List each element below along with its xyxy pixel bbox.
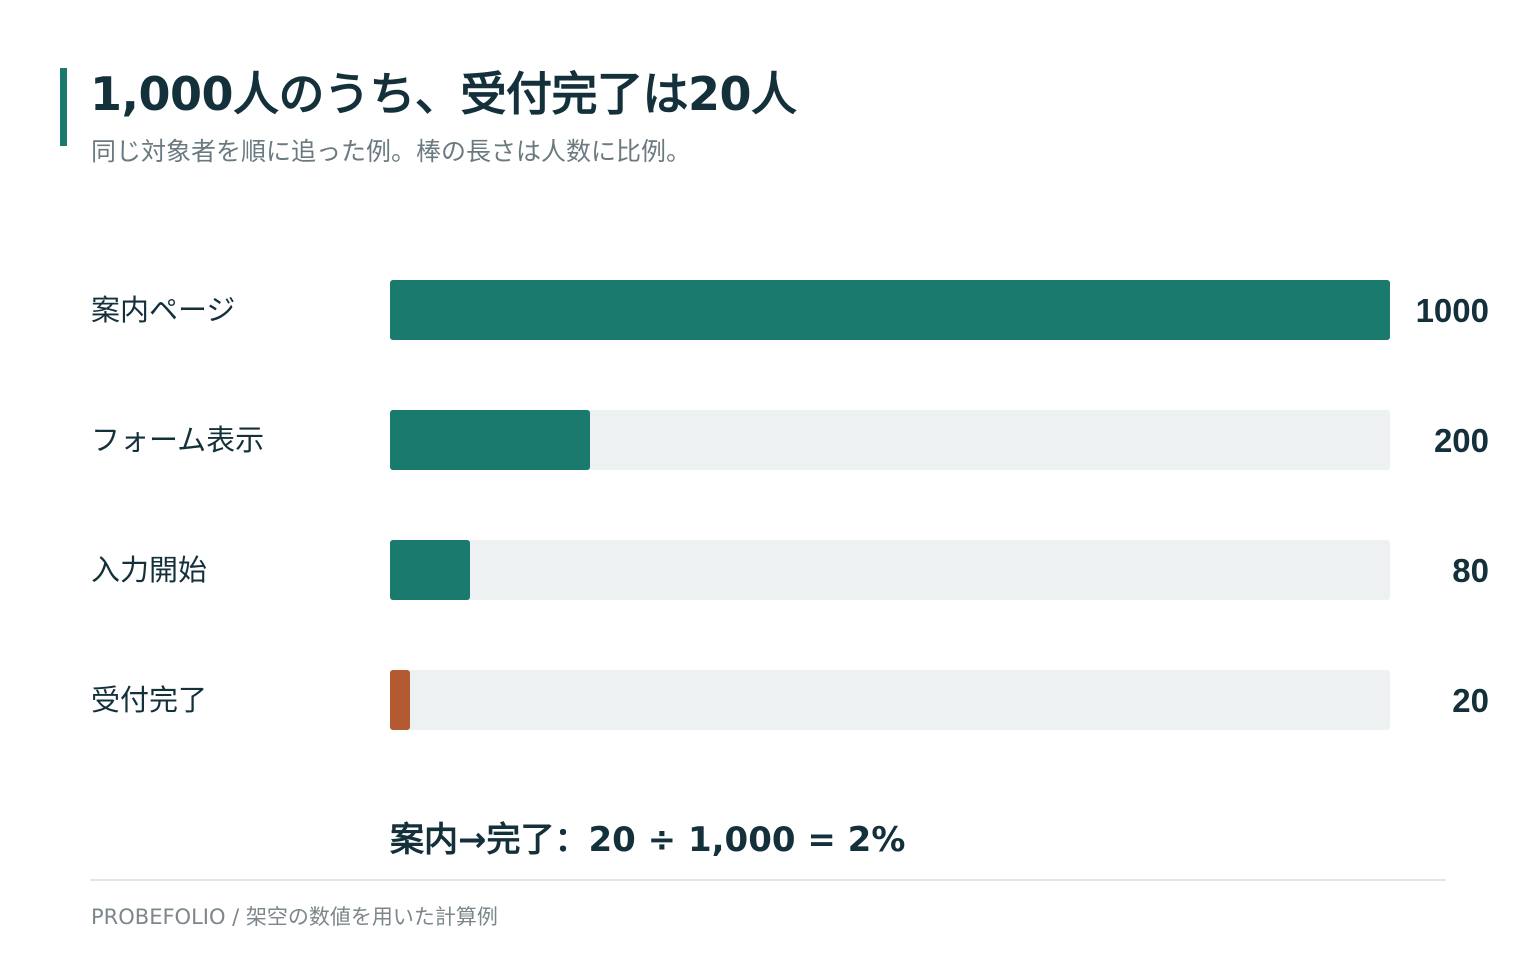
bar [390, 540, 470, 600]
category-label: フォーム表示 [91, 423, 264, 457]
category-label: 案内ページ [91, 293, 235, 327]
bar [390, 410, 590, 470]
footer-credit: PROBEFOLIO / 架空の数値を用いた計算例 [91, 905, 498, 929]
bar-track [390, 670, 1390, 730]
chart-title: 1,000人のうち、受付完了は20人 [90, 67, 797, 121]
value-label: 1000 [1416, 292, 1489, 329]
funnel-bar-chart: 案内ページ 1000 フォーム表示 200 入力開始 80 受付完了 20 [91, 280, 1489, 730]
category-label: 受付完了 [91, 683, 207, 717]
bar-track [390, 410, 1390, 470]
bar-track [390, 540, 1390, 600]
conversion-formula: 案内→完了：20 ÷ 1,000 = 2% [390, 820, 906, 860]
bar [390, 280, 1390, 340]
value-label: 200 [1434, 422, 1489, 459]
bar [390, 670, 410, 730]
category-label: 入力開始 [91, 553, 207, 587]
value-label: 20 [1452, 682, 1489, 719]
value-label: 80 [1452, 552, 1489, 589]
footer-divider [90, 879, 1446, 881]
title-accent-bar [60, 68, 67, 146]
chart-subtitle: 同じ対象者を順に追った例。棒の長さは人数に比例。 [91, 137, 692, 166]
